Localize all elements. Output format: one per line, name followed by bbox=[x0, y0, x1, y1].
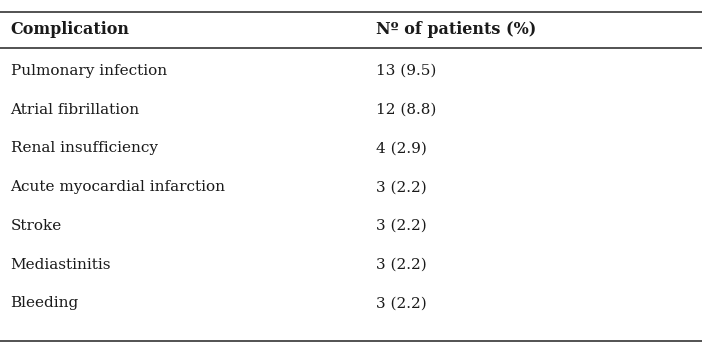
Text: 3 (2.2): 3 (2.2) bbox=[376, 180, 426, 194]
Text: Stroke: Stroke bbox=[11, 219, 62, 233]
Text: Mediastinitis: Mediastinitis bbox=[11, 258, 111, 272]
Text: 3 (2.2): 3 (2.2) bbox=[376, 297, 426, 310]
Text: Bleeding: Bleeding bbox=[11, 297, 79, 310]
Text: Pulmonary infection: Pulmonary infection bbox=[11, 64, 166, 78]
Text: Atrial fibrillation: Atrial fibrillation bbox=[11, 103, 140, 117]
Text: 12 (8.8): 12 (8.8) bbox=[376, 103, 436, 117]
Text: Complication: Complication bbox=[11, 21, 130, 38]
Text: 3 (2.2): 3 (2.2) bbox=[376, 219, 426, 233]
Text: Acute myocardial infarction: Acute myocardial infarction bbox=[11, 180, 225, 194]
Text: Nº of patients (%): Nº of patients (%) bbox=[376, 21, 536, 38]
Text: 13 (9.5): 13 (9.5) bbox=[376, 64, 436, 78]
Text: 3 (2.2): 3 (2.2) bbox=[376, 258, 426, 272]
Text: 4 (2.9): 4 (2.9) bbox=[376, 142, 426, 155]
Text: Renal insufficiency: Renal insufficiency bbox=[11, 142, 157, 155]
